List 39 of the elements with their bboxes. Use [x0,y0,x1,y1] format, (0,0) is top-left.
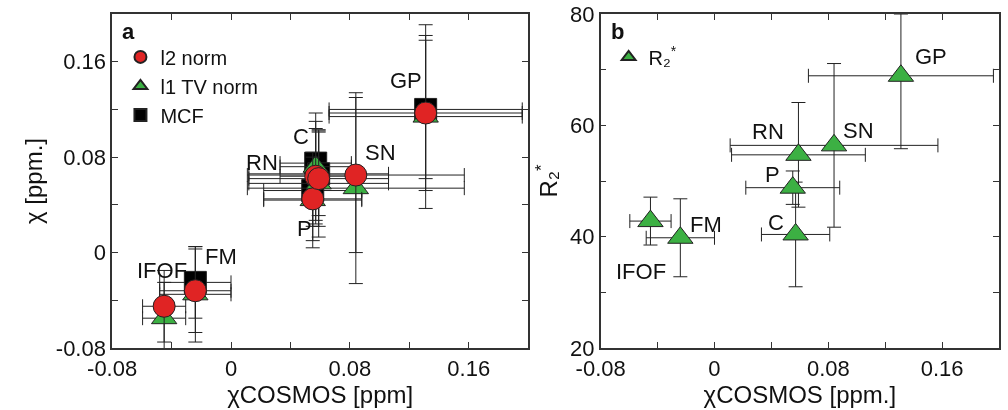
annotation: IFOF [616,259,667,284]
point [152,294,176,318]
chart-title: a [122,19,135,44]
x-tick-label: 0.16 [920,356,964,382]
x-tick-label: 0.08 [806,356,850,382]
legend-label: R₂$^{*}$ [648,43,677,69]
annotation: SN [843,118,874,143]
annotation: IFOF [137,258,188,283]
annotation: RN [246,150,278,175]
annotation: P [765,162,780,187]
annotation: P [297,216,312,241]
annotation: C [293,124,309,149]
y-tick-label: 0.08 [63,144,106,170]
y-tick-label: 60 [570,113,595,139]
annotation: RN [752,119,784,144]
chart-title: b [611,19,625,44]
annotation: FM [205,244,237,269]
legend-label: MCF [160,104,204,127]
y-tick-label: 0 [93,240,106,266]
annotation: GP [915,44,947,69]
y-tick-label: 20 [570,335,595,361]
annotation: GP [390,68,422,93]
y-tick-label: 80 [570,1,595,27]
x-tick-label: 0.08 [328,356,372,382]
annotation: FM [690,212,722,237]
annotation: C [768,210,784,235]
point [637,209,664,228]
x-axis-title: χCOSMOS [ppm.] [703,381,897,409]
x-axis-title: χCOSMOS [ppm] [227,381,414,409]
x-tick-label: 0 [708,356,721,382]
y-axis-title: χ [ppm.] [20,138,48,224]
x-tick-label: 0 [224,356,238,382]
y-tick-label: 0.16 [63,49,106,75]
y-tick-label: 40 [570,224,595,250]
point [782,222,809,241]
legend-label: l1 TV norm [160,75,258,98]
x-tick-label: 0.16 [447,356,491,382]
legend-label: l2 norm [160,46,228,69]
annotation: SN [365,140,396,165]
